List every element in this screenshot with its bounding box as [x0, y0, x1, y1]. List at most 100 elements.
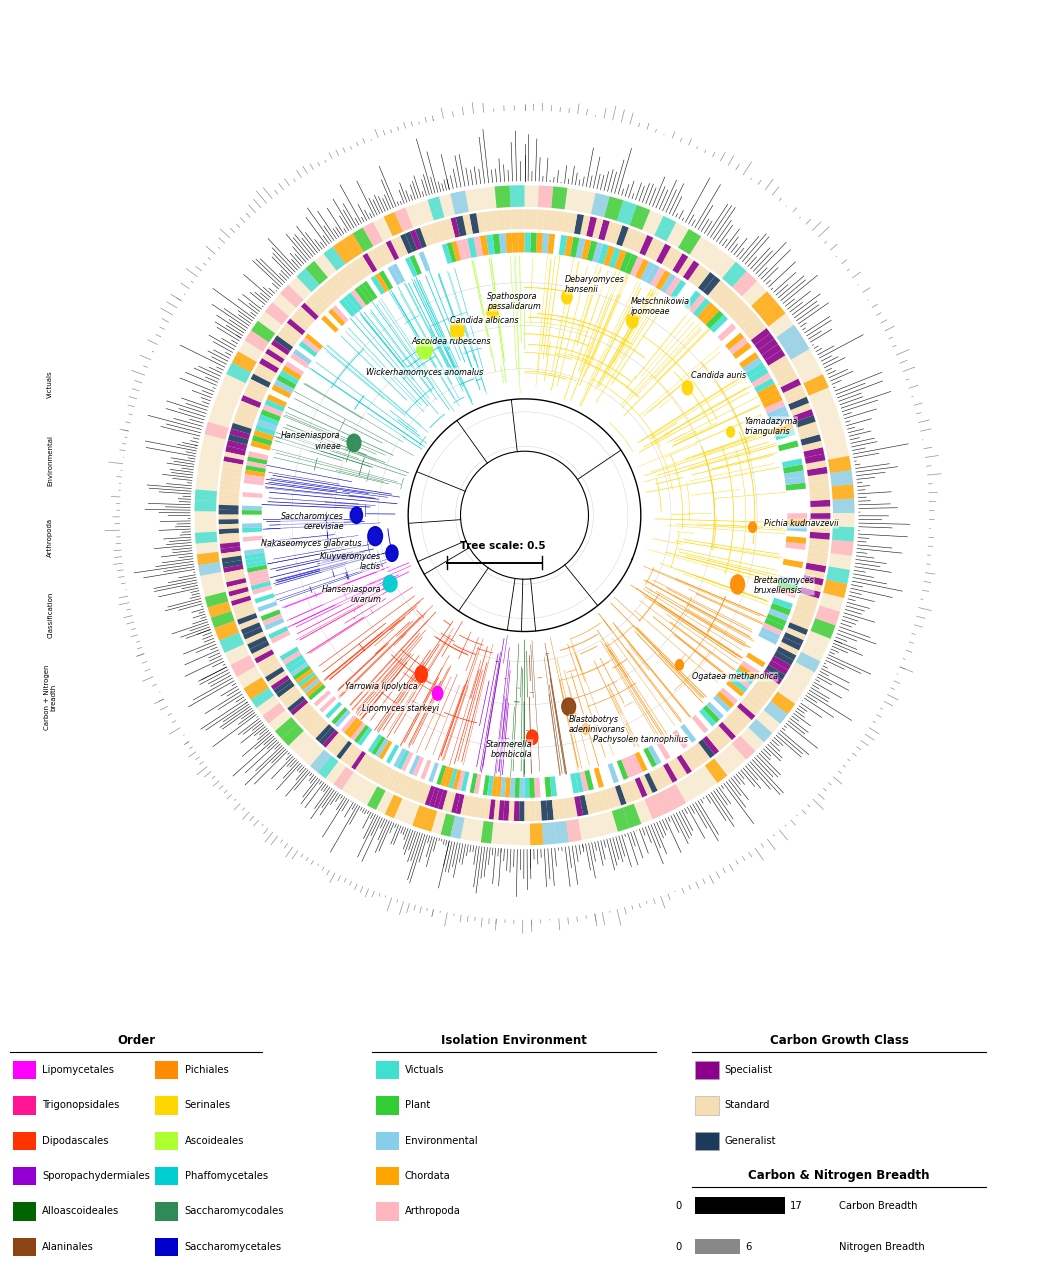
Polygon shape: [625, 755, 638, 776]
Polygon shape: [655, 216, 677, 241]
Polygon shape: [809, 544, 829, 553]
Polygon shape: [576, 238, 585, 259]
Polygon shape: [311, 750, 331, 772]
Polygon shape: [684, 291, 701, 310]
Polygon shape: [242, 506, 262, 511]
Text: Specialist: Specialist: [725, 1065, 773, 1075]
Text: Lipomyces starkeyi: Lipomyces starkeyi: [362, 704, 438, 713]
Polygon shape: [787, 520, 807, 526]
Polygon shape: [442, 243, 452, 264]
Polygon shape: [801, 581, 822, 591]
Polygon shape: [758, 339, 778, 356]
Polygon shape: [393, 748, 406, 768]
Polygon shape: [497, 210, 505, 230]
Polygon shape: [729, 338, 748, 355]
Polygon shape: [242, 511, 262, 515]
Polygon shape: [428, 763, 438, 782]
Polygon shape: [248, 457, 267, 465]
Bar: [695, 1132, 719, 1149]
Polygon shape: [594, 768, 604, 788]
Polygon shape: [686, 749, 702, 768]
Bar: [155, 1238, 178, 1256]
Polygon shape: [494, 186, 511, 207]
Polygon shape: [654, 768, 668, 788]
Polygon shape: [244, 552, 265, 559]
Polygon shape: [287, 696, 305, 712]
Polygon shape: [219, 529, 239, 534]
Polygon shape: [208, 602, 232, 618]
Polygon shape: [219, 524, 239, 529]
Polygon shape: [629, 780, 642, 800]
Polygon shape: [377, 244, 390, 265]
Bar: [376, 1167, 399, 1185]
Polygon shape: [242, 535, 263, 541]
Polygon shape: [753, 682, 773, 699]
Polygon shape: [441, 814, 455, 837]
Polygon shape: [784, 471, 805, 479]
Polygon shape: [465, 796, 473, 817]
Polygon shape: [737, 703, 755, 721]
Polygon shape: [774, 367, 795, 381]
Polygon shape: [358, 727, 372, 746]
Polygon shape: [541, 233, 549, 253]
Polygon shape: [735, 668, 754, 685]
Polygon shape: [518, 233, 524, 252]
Polygon shape: [703, 736, 720, 755]
Polygon shape: [544, 777, 552, 797]
Polygon shape: [623, 804, 641, 828]
Polygon shape: [770, 603, 791, 616]
Polygon shape: [461, 772, 469, 791]
Polygon shape: [784, 337, 810, 360]
Polygon shape: [640, 261, 655, 282]
Polygon shape: [489, 799, 495, 819]
Polygon shape: [703, 276, 721, 296]
Polygon shape: [435, 221, 446, 242]
Text: Yamadazyma
triangularis: Yamadazyma triangularis: [744, 417, 797, 436]
Polygon shape: [352, 228, 373, 252]
Ellipse shape: [347, 434, 361, 452]
Polygon shape: [281, 724, 304, 746]
Polygon shape: [552, 187, 568, 210]
Polygon shape: [211, 611, 235, 628]
Polygon shape: [810, 499, 830, 507]
Polygon shape: [229, 588, 249, 596]
Polygon shape: [805, 453, 826, 463]
Bar: [155, 1096, 178, 1115]
Polygon shape: [239, 401, 259, 413]
Polygon shape: [750, 686, 770, 703]
Text: Serinales: Serinales: [185, 1101, 231, 1111]
Polygon shape: [333, 739, 348, 756]
Bar: [13, 1238, 36, 1256]
Polygon shape: [660, 273, 676, 293]
Polygon shape: [258, 415, 279, 426]
Polygon shape: [754, 333, 774, 351]
Polygon shape: [810, 493, 830, 500]
Polygon shape: [714, 726, 732, 744]
Polygon shape: [487, 776, 494, 796]
Polygon shape: [242, 492, 262, 498]
Polygon shape: [708, 280, 726, 300]
Polygon shape: [810, 526, 830, 532]
Polygon shape: [474, 774, 481, 794]
Polygon shape: [363, 221, 383, 246]
Polygon shape: [305, 261, 328, 284]
Polygon shape: [635, 777, 647, 797]
Polygon shape: [386, 744, 400, 764]
Polygon shape: [450, 218, 461, 238]
Polygon shape: [421, 759, 431, 780]
Polygon shape: [339, 298, 356, 317]
Polygon shape: [561, 212, 571, 233]
Polygon shape: [524, 801, 530, 820]
Polygon shape: [505, 777, 511, 797]
Polygon shape: [556, 211, 564, 232]
Polygon shape: [797, 421, 817, 434]
Polygon shape: [494, 800, 500, 820]
Polygon shape: [248, 451, 269, 461]
Polygon shape: [350, 722, 366, 741]
Polygon shape: [198, 562, 221, 576]
Polygon shape: [524, 233, 531, 252]
Polygon shape: [235, 412, 255, 424]
Polygon shape: [519, 778, 524, 797]
Ellipse shape: [416, 339, 432, 358]
Polygon shape: [219, 485, 240, 492]
